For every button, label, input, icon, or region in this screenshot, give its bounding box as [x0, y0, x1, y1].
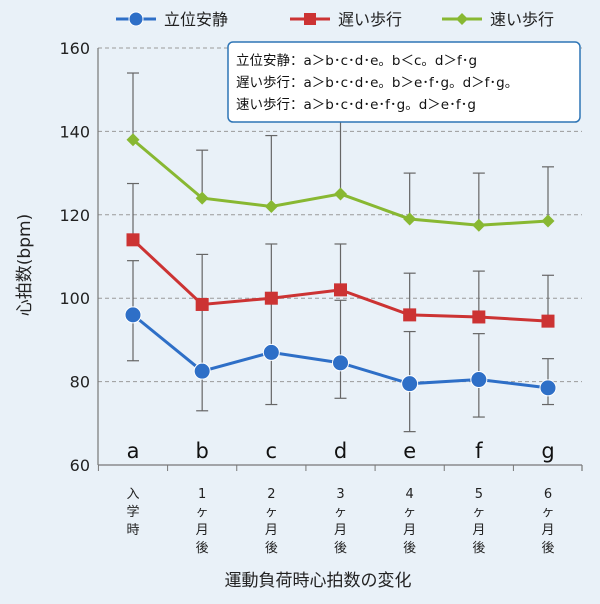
- data-point: [262, 343, 280, 361]
- data-point: [264, 291, 278, 305]
- data-point: [472, 218, 486, 232]
- data-point: [401, 375, 419, 393]
- data-point: [304, 13, 316, 25]
- x-axis-label: 運動負荷時心拍数の変化: [225, 571, 412, 591]
- category-letter: a: [127, 439, 140, 463]
- data-point: [128, 11, 144, 27]
- data-point: [124, 306, 142, 324]
- x-tick-label: 2 ヶ月後: [265, 487, 278, 556]
- y-tick-label: 160: [59, 39, 90, 58]
- x-tick-label: 3 ヶ月後: [334, 487, 347, 556]
- series-markers: [124, 133, 557, 397]
- category-letter: c: [266, 439, 278, 463]
- data-point: [126, 233, 140, 247]
- data-point: [195, 191, 209, 205]
- data-point: [541, 214, 555, 228]
- legend: 立位安静 遅い歩行 速い歩行: [116, 10, 554, 29]
- category-letter: f: [475, 439, 483, 463]
- annotation-box: 立位安静：a＞b･c･d･e。b＜c。d＞f･g 遅い歩行：a＞b･c･d･e。b…: [227, 41, 581, 123]
- annotation-frame: [227, 41, 581, 123]
- data-point: [126, 133, 140, 147]
- legend-label: 立位安静: [164, 10, 228, 29]
- y-tick-label: 140: [59, 122, 90, 141]
- data-point: [541, 314, 555, 328]
- data-point: [403, 308, 417, 322]
- category-letter: e: [403, 439, 416, 463]
- category-letter: b: [195, 439, 208, 463]
- data-point: [264, 199, 278, 213]
- annotation-line: 遅い歩行：a＞b･c･d･e。b＞e･f･g。d＞f･g。: [236, 75, 518, 91]
- x-tick-label: 6 ヶ月後: [541, 487, 554, 556]
- annotation-line: 立位安静：a＞b･c･d･e。b＜c。d＞f･g: [236, 53, 477, 69]
- y-axis-label: 心拍数(bpm): [15, 214, 35, 316]
- category-letter: d: [334, 439, 347, 463]
- data-point: [403, 212, 417, 226]
- data-point: [470, 371, 488, 389]
- y-tick-label: 120: [59, 206, 90, 225]
- data-point: [332, 354, 349, 372]
- error-bars: [127, 72, 554, 433]
- category-letter: g: [541, 439, 554, 463]
- data-point: [472, 310, 486, 324]
- data-point: [456, 13, 468, 25]
- y-tick-labels: 60 80 100 120 140 160: [59, 39, 90, 475]
- data-point: [334, 187, 347, 201]
- x-tick-label: 4 ヶ月後: [403, 487, 416, 556]
- y-tick-label: 60: [70, 456, 90, 475]
- data-point: [539, 379, 557, 397]
- data-point: [193, 362, 211, 380]
- x-tick-label: 5 ヶ月後: [472, 487, 485, 556]
- x-tick-label: 1 ヶ月後: [196, 487, 209, 556]
- y-tick-label: 100: [59, 289, 90, 308]
- data-point: [195, 297, 209, 311]
- annotation-line: 速い歩行：a＞b･c･d･e･f･g。d＞e･f･g: [236, 97, 476, 113]
- legend-label: 速い歩行: [490, 10, 554, 29]
- x-tick-label: 入学時: [126, 487, 139, 538]
- axes: [97, 48, 583, 471]
- x-tick-labels: 入学時 1 ヶ月後 2 ヶ月後 3 ヶ月後 4 ヶ月後 5 ヶ月後 6 ヶ月後: [126, 487, 554, 556]
- legend-label: 遅い歩行: [338, 10, 402, 29]
- category-letters: a b c d e f g: [127, 439, 555, 463]
- y-tick-label: 80: [70, 373, 90, 392]
- data-point: [334, 283, 347, 297]
